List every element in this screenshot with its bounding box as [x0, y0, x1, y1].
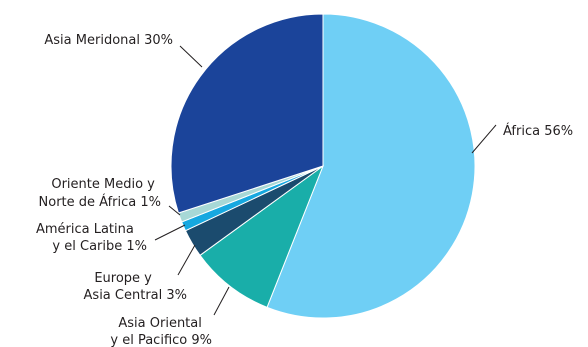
pie-slices [170, 13, 476, 319]
label-latam-line2: y el Caribe 1% [52, 239, 147, 254]
label-south-asia: Asia Meridonal 30% [44, 33, 173, 48]
label-europe: Europe y Asia Central 3% [84, 271, 187, 303]
label-mena-line2: Norte de África 1% [39, 194, 161, 210]
leader-lines [154, 45, 497, 316]
slice-labels: África 56% Asia Oriental y el Pacifico 9… [36, 33, 573, 347]
label-europe-line1: Europe y [94, 271, 152, 286]
label-mena-line1: Oriente Medio y [51, 177, 155, 192]
leader-mena [168, 205, 181, 216]
label-africa: África 56% [503, 123, 573, 139]
leader-latam [154, 224, 186, 241]
leader-europe [177, 244, 196, 276]
label-latam-line1: América Latina [36, 222, 134, 237]
label-east-asia-line2: y el Pacifico 9% [110, 333, 212, 347]
slice-south-asia [170, 13, 324, 214]
label-south-asia-line1: Asia Meridonal 30% [44, 33, 173, 48]
leader-east-asia [213, 286, 230, 316]
label-latam: América Latina y el Caribe 1% [36, 222, 147, 254]
label-east-asia-line1: Asia Oriental [118, 316, 201, 331]
slice-east-asia [199, 164, 325, 308]
label-mena: Oriente Medio y Norte de África 1% [39, 177, 161, 210]
slice-africa [266, 13, 476, 319]
label-europe-line2: Asia Central 3% [84, 288, 187, 303]
leader-south-asia [179, 45, 203, 68]
label-africa-line1: África 56% [503, 123, 573, 139]
leader-africa [471, 124, 497, 154]
label-east-asia: Asia Oriental y el Pacifico 9% [110, 316, 212, 347]
